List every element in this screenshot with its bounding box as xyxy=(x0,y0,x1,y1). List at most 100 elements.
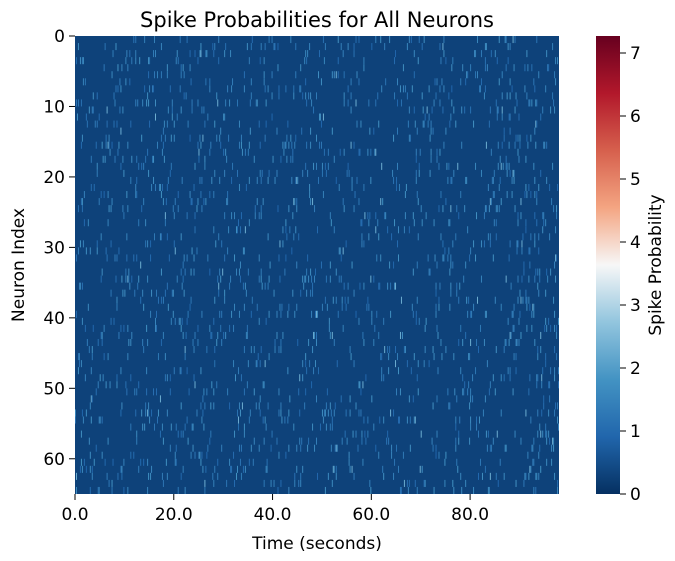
heatmap-cell xyxy=(200,458,202,466)
heatmap-cell xyxy=(432,402,434,410)
heatmap-cell xyxy=(473,120,475,128)
heatmap-cell xyxy=(469,353,471,361)
heatmap-cell xyxy=(171,106,173,114)
heatmap-cell xyxy=(276,331,278,339)
heatmap-cell xyxy=(214,346,216,354)
heatmap-cell xyxy=(301,127,303,135)
heatmap-cell xyxy=(144,85,146,93)
heatmap-cell xyxy=(416,127,418,135)
heatmap-cell xyxy=(125,78,127,86)
heatmap-cell xyxy=(249,127,251,135)
heatmap-cell xyxy=(374,148,376,156)
heatmap-cell xyxy=(149,120,151,128)
heatmap-cell xyxy=(197,338,199,347)
heatmap-cell xyxy=(131,155,133,163)
heatmap-cell xyxy=(381,85,383,93)
heatmap-cell xyxy=(274,346,276,354)
heatmap-cell xyxy=(348,169,350,177)
heatmap-cell xyxy=(535,120,537,128)
heatmap-cell xyxy=(147,240,149,248)
heatmap-cell xyxy=(174,247,176,255)
heatmap-cell xyxy=(243,303,245,311)
heatmap-cell xyxy=(517,296,519,304)
heatmap-cell xyxy=(308,92,310,100)
heatmap-cell xyxy=(403,346,405,354)
heatmap-cell xyxy=(407,120,409,128)
heatmap-cell xyxy=(162,141,164,149)
heatmap-cell xyxy=(295,71,297,79)
heatmap-cell xyxy=(221,338,223,347)
heatmap-cell xyxy=(410,36,412,44)
heatmap-cell xyxy=(538,247,540,255)
heatmap-cell xyxy=(401,331,403,339)
heatmap-cell xyxy=(553,296,555,304)
heatmap-cell xyxy=(333,338,335,347)
heatmap-cell xyxy=(320,261,322,269)
heatmap-cell xyxy=(213,191,215,199)
heatmap-cell xyxy=(238,268,240,276)
heatmap-cell xyxy=(395,346,397,354)
heatmap-cell xyxy=(536,374,538,382)
heatmap-cell xyxy=(279,303,281,311)
heatmap-cell xyxy=(492,254,494,262)
heatmap-cell xyxy=(554,409,556,417)
heatmap-cell xyxy=(386,437,388,445)
heatmap-cell xyxy=(204,479,206,487)
heatmap-cell xyxy=(541,374,543,382)
heatmap-cell xyxy=(156,416,158,424)
heatmap-cell xyxy=(548,64,550,72)
heatmap-cell xyxy=(227,85,229,93)
heatmap-cell xyxy=(238,310,240,318)
heatmap-cell xyxy=(123,458,125,466)
heatmap-cell xyxy=(347,43,349,51)
heatmap-cell xyxy=(192,444,194,452)
heatmap-cell xyxy=(279,240,281,248)
heatmap-cell xyxy=(278,92,280,100)
heatmap-cell xyxy=(248,219,250,227)
heatmap-cell xyxy=(509,169,511,177)
heatmap-cell xyxy=(267,282,269,290)
heatmap-cell xyxy=(436,430,438,438)
heatmap-cell xyxy=(430,148,432,156)
heatmap-cell xyxy=(490,148,492,156)
heatmap-cell xyxy=(429,169,431,177)
heatmap-cell xyxy=(480,240,482,248)
heatmap-cell xyxy=(300,289,302,297)
heatmap-cell xyxy=(248,458,250,466)
heatmap-cell xyxy=(218,36,220,44)
heatmap-cell xyxy=(81,465,83,473)
heatmap-cell xyxy=(227,388,229,396)
heatmap-cell xyxy=(404,191,406,199)
heatmap-cell xyxy=(103,353,105,361)
heatmap-cell xyxy=(260,346,262,354)
heatmap-cell xyxy=(338,247,340,255)
heatmap-cell xyxy=(287,416,289,424)
heatmap-cell xyxy=(77,99,79,107)
heatmap-cell xyxy=(312,289,314,297)
heatmap-cell xyxy=(282,226,284,234)
heatmap-cell xyxy=(350,141,352,149)
heatmap-cell xyxy=(124,289,126,297)
heatmap-cell xyxy=(447,176,449,184)
heatmap-cell xyxy=(95,388,97,396)
heatmap-cell xyxy=(143,458,145,466)
heatmap-cell xyxy=(215,240,217,248)
heatmap-cell xyxy=(123,212,125,220)
heatmap-cell xyxy=(128,338,130,347)
heatmap-cell xyxy=(274,338,276,347)
heatmap-cell xyxy=(525,183,527,192)
heatmap-cell xyxy=(504,444,506,452)
heatmap-cell xyxy=(316,331,317,339)
heatmap-cell xyxy=(259,409,261,417)
heatmap-cell xyxy=(540,113,542,121)
heatmap-cell xyxy=(538,71,540,79)
heatmap-cell xyxy=(523,268,525,276)
heatmap-cell xyxy=(267,85,269,93)
heatmap-cell xyxy=(103,324,105,332)
heatmap-cell xyxy=(382,198,384,206)
heatmap-cell xyxy=(363,64,365,72)
heatmap-cell xyxy=(509,367,511,375)
heatmap-cell xyxy=(496,106,498,114)
heatmap-cell xyxy=(357,444,359,452)
heatmap-cell xyxy=(422,120,424,128)
